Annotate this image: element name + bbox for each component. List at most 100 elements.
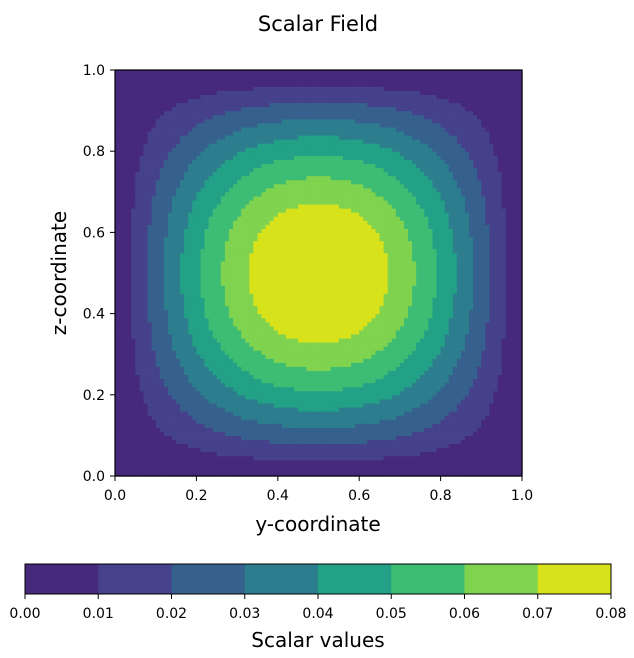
contour-cell: [306, 273, 311, 278]
contour-cell: [127, 208, 132, 213]
contour-cell: [281, 82, 287, 87]
contour-cell: [249, 435, 254, 441]
contour-cell: [249, 130, 254, 136]
contour-cell: [127, 378, 132, 384]
contour-cell: [188, 256, 193, 262]
contour-cell: [237, 212, 242, 217]
contour-cell: [241, 289, 246, 294]
contour-cell: [176, 281, 181, 286]
contour-cell: [147, 256, 153, 262]
contour-cell: [200, 366, 206, 372]
contour-cell: [261, 447, 267, 453]
contour-cell: [123, 321, 128, 327]
contour-cell: [167, 406, 173, 412]
contour-cell: [196, 74, 202, 79]
contour-cell: [253, 268, 259, 274]
contour-cell: [151, 354, 157, 359]
contour-cell: [196, 183, 202, 189]
contour-cell: [176, 216, 181, 221]
contour-cell: [245, 224, 250, 229]
contour-cell: [265, 402, 271, 408]
contour-cell: [224, 78, 230, 83]
contour-cell: [147, 402, 153, 408]
contour-cell: [273, 443, 279, 449]
contour-cell: [245, 370, 250, 376]
contour-cell: [115, 106, 120, 112]
contour-cell: [171, 268, 177, 274]
contour-cell: [123, 106, 128, 112]
contour-cell: [220, 110, 226, 116]
contour-cell: [204, 220, 210, 225]
contour-cell: [151, 362, 157, 367]
contour-cell: [143, 236, 149, 242]
contour-cell: [294, 285, 299, 290]
contour-cell: [167, 118, 173, 124]
contour-cell: [265, 358, 271, 363]
contour-cell: [119, 301, 124, 307]
contour-cell: [302, 94, 307, 100]
contour-cell: [237, 415, 242, 420]
contour-cell: [228, 411, 234, 416]
contour-cell: [159, 114, 165, 120]
contour-cell: [127, 297, 132, 303]
contour-cell: [241, 285, 246, 290]
contour-cell: [277, 122, 283, 128]
contour-cell: [273, 358, 279, 363]
contour-cell: [237, 114, 242, 120]
contour-cell: [281, 114, 287, 120]
contour-cell: [290, 195, 295, 201]
contour-cell: [265, 94, 271, 100]
contour-cell: [196, 110, 202, 116]
contour-cell: [159, 220, 165, 225]
contour-cell: [143, 427, 149, 432]
contour-cell: [237, 236, 242, 242]
contour-cell: [204, 179, 210, 185]
contour-cell: [139, 216, 145, 221]
contour-cell: [115, 289, 120, 294]
contour-cell: [245, 86, 250, 91]
contour-cell: [184, 382, 189, 388]
contour-cell: [151, 463, 157, 469]
contour-cell: [119, 281, 124, 286]
contour-cell: [159, 143, 165, 148]
contour-cell: [302, 419, 307, 424]
contour-cell: [298, 70, 303, 75]
contour-cell: [192, 313, 197, 319]
contour-cell: [131, 358, 136, 363]
contour-cell: [135, 390, 141, 396]
contour-cell: [237, 427, 242, 432]
contour-cell: [184, 463, 189, 469]
contour-cell: [167, 195, 173, 201]
contour-cell: [196, 175, 202, 181]
contour-cell: [249, 337, 254, 343]
contour-cell: [306, 390, 311, 396]
contour-cell: [159, 179, 165, 185]
contour-cell: [298, 419, 303, 424]
contour-cell: [135, 171, 141, 177]
contour-cell: [314, 143, 320, 148]
contour-cell: [176, 86, 181, 91]
contour-cell: [127, 126, 132, 132]
contour-cell: [180, 139, 185, 144]
contour-cell: [192, 175, 197, 181]
contour-cell: [200, 171, 206, 177]
contour-cell: [155, 139, 161, 144]
contour-cell: [147, 370, 153, 376]
contour-cell: [245, 232, 250, 238]
contour-cell: [127, 106, 132, 112]
contour-cell: [176, 171, 181, 177]
contour-cell: [265, 435, 271, 441]
contour-cell: [176, 167, 181, 173]
contour-cell: [180, 130, 185, 136]
contour-cell: [167, 337, 173, 343]
contour-cell: [139, 419, 145, 424]
contour-cell: [261, 256, 267, 262]
contour-cell: [265, 268, 271, 274]
contour-cell: [224, 329, 230, 335]
contour-cell: [188, 325, 193, 331]
contour-cell: [115, 435, 120, 441]
contour-cell: [249, 431, 254, 436]
contour-cell: [143, 118, 149, 124]
contour-cell: [237, 167, 242, 173]
contour-cell: [257, 390, 263, 396]
